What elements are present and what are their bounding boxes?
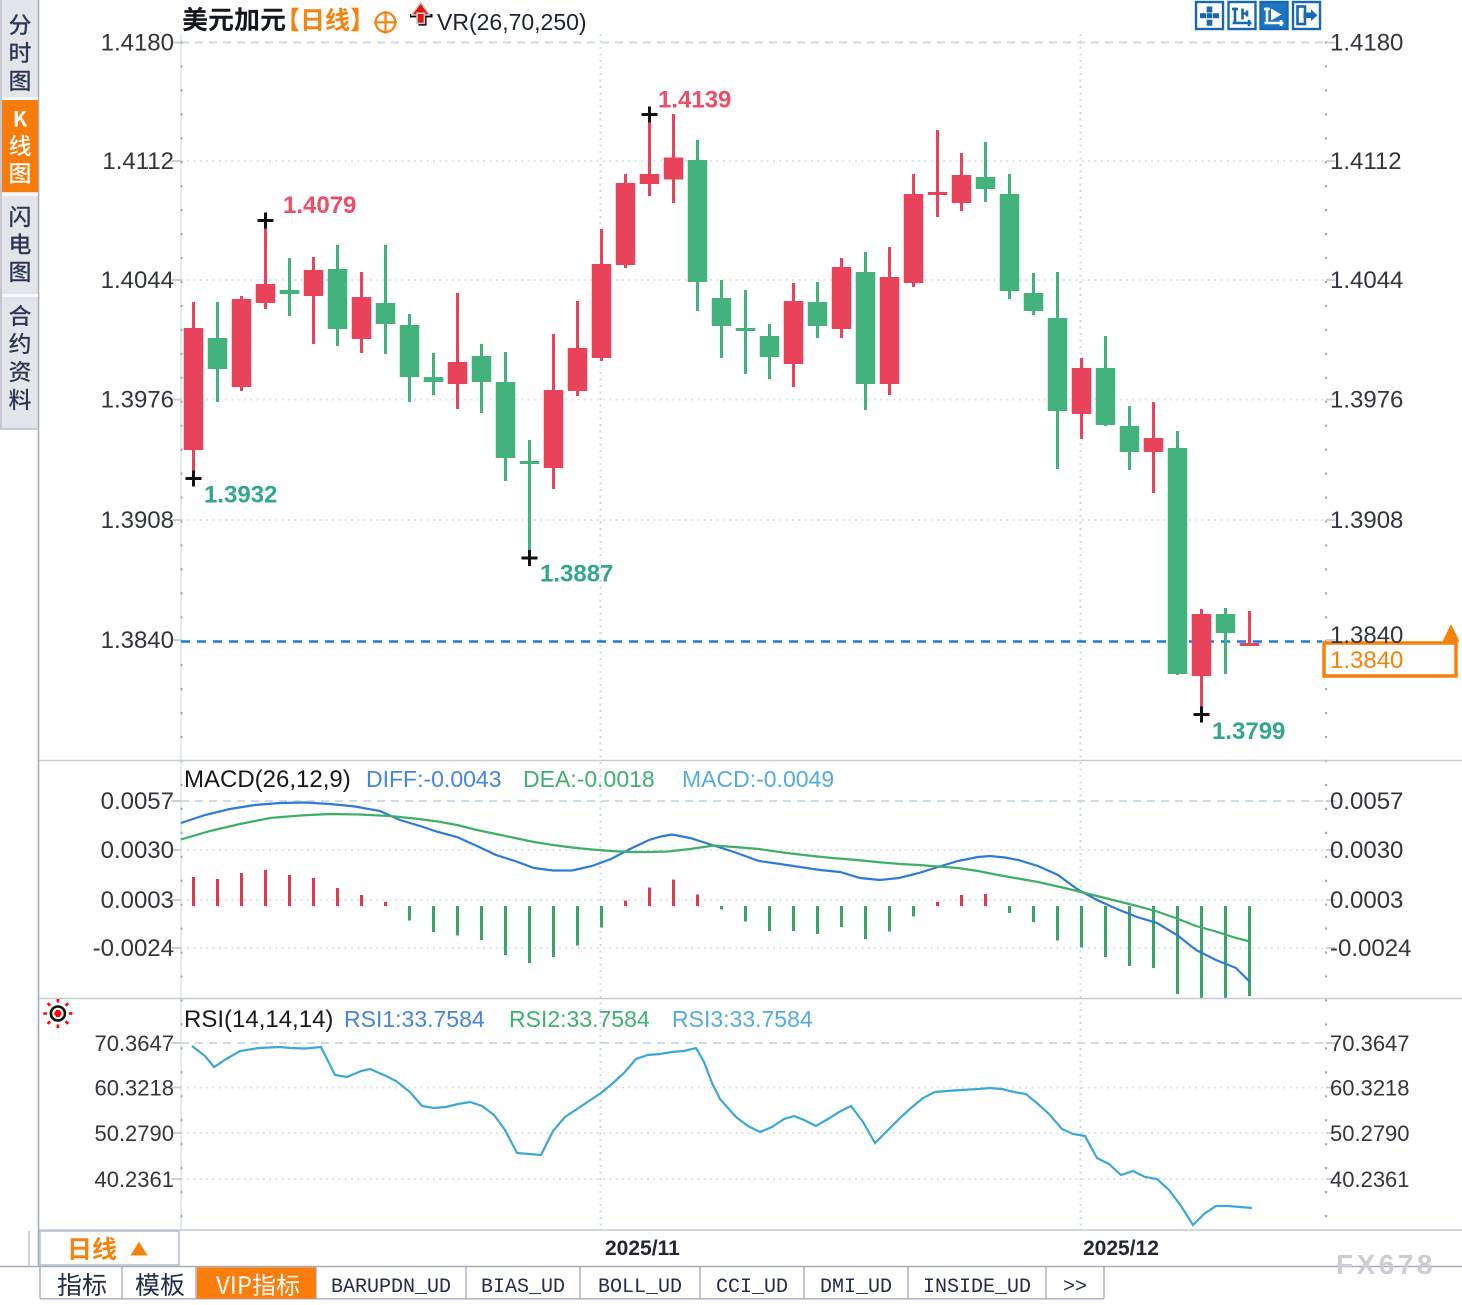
svg-text:MACD(26,12,9): MACD(26,12,9) bbox=[184, 766, 351, 793]
svg-text:2025/11: 2025/11 bbox=[605, 1237, 680, 1260]
svg-text:-0.0024: -0.0024 bbox=[1330, 935, 1411, 962]
svg-text:BOLL_UD: BOLL_UD bbox=[598, 1276, 682, 1299]
svg-text:0.0003: 0.0003 bbox=[101, 887, 174, 914]
svg-text:FX678: FX678 bbox=[1336, 1249, 1436, 1280]
svg-text:2025/12: 2025/12 bbox=[1083, 1237, 1159, 1260]
svg-text:DEA:-0.0018: DEA:-0.0018 bbox=[523, 766, 655, 792]
svg-text:DIFF:-0.0043: DIFF:-0.0043 bbox=[366, 766, 502, 792]
svg-text:1.4112: 1.4112 bbox=[102, 148, 174, 175]
svg-text:1.3932: 1.3932 bbox=[204, 482, 277, 509]
svg-text:1.4139: 1.4139 bbox=[658, 87, 731, 114]
svg-text:60.3218: 60.3218 bbox=[94, 1076, 174, 1101]
svg-text:1.3908: 1.3908 bbox=[101, 507, 174, 534]
svg-text:1.3887: 1.3887 bbox=[540, 561, 613, 588]
svg-text:0.0057: 0.0057 bbox=[1330, 788, 1403, 815]
svg-text:0.0003: 0.0003 bbox=[1330, 887, 1403, 914]
svg-text:1.4180: 1.4180 bbox=[101, 30, 174, 57]
svg-text:50.2790: 50.2790 bbox=[94, 1121, 174, 1146]
svg-text:>>: >> bbox=[1063, 1276, 1087, 1299]
svg-text:40.2361: 40.2361 bbox=[1330, 1167, 1410, 1192]
svg-text:MACD:-0.0049: MACD:-0.0049 bbox=[682, 766, 834, 792]
svg-text:1.3840: 1.3840 bbox=[101, 627, 174, 654]
svg-text:1.4112: 1.4112 bbox=[1330, 148, 1402, 175]
svg-text:1.4180: 1.4180 bbox=[1330, 30, 1403, 57]
svg-text:70.3647: 70.3647 bbox=[1330, 1031, 1410, 1056]
svg-text:60.3218: 60.3218 bbox=[1330, 1076, 1410, 1101]
svg-text:40.2361: 40.2361 bbox=[94, 1167, 174, 1192]
svg-text:BIAS_UD: BIAS_UD bbox=[481, 1276, 565, 1299]
svg-text:1.3799: 1.3799 bbox=[1212, 718, 1285, 745]
svg-text:1.3840: 1.3840 bbox=[1330, 647, 1403, 674]
svg-text:0.0030: 0.0030 bbox=[1330, 837, 1403, 864]
svg-text:CCI_UD: CCI_UD bbox=[716, 1276, 788, 1299]
svg-text:RSI2:33.7584: RSI2:33.7584 bbox=[509, 1006, 650, 1032]
svg-text:1.4079: 1.4079 bbox=[283, 192, 356, 219]
svg-text:1.3976: 1.3976 bbox=[1330, 387, 1403, 414]
svg-text:RSI(14,14,14): RSI(14,14,14) bbox=[184, 1006, 333, 1033]
svg-text:1.4044: 1.4044 bbox=[101, 267, 174, 294]
svg-text:RSI1:33.7584: RSI1:33.7584 bbox=[344, 1006, 485, 1032]
svg-text:RSI3:33.7584: RSI3:33.7584 bbox=[672, 1006, 813, 1032]
svg-text:0.0030: 0.0030 bbox=[101, 837, 174, 864]
svg-text:VR(26,70,250): VR(26,70,250) bbox=[437, 9, 587, 35]
svg-text:50.2790: 50.2790 bbox=[1330, 1121, 1410, 1146]
svg-text:DMI_UD: DMI_UD bbox=[820, 1276, 892, 1299]
svg-text:BARUPDN_UD: BARUPDN_UD bbox=[331, 1276, 451, 1299]
svg-text:70.3647: 70.3647 bbox=[94, 1031, 174, 1056]
svg-text:1.4044: 1.4044 bbox=[1330, 267, 1403, 294]
svg-text:1.3908: 1.3908 bbox=[1330, 507, 1403, 534]
svg-text:1.3976: 1.3976 bbox=[101, 387, 174, 414]
svg-text:0.0057: 0.0057 bbox=[101, 788, 174, 815]
svg-text:-0.0024: -0.0024 bbox=[93, 935, 174, 962]
svg-text:INSIDE_UD: INSIDE_UD bbox=[923, 1276, 1031, 1299]
svg-text:1.3840: 1.3840 bbox=[1330, 622, 1403, 649]
